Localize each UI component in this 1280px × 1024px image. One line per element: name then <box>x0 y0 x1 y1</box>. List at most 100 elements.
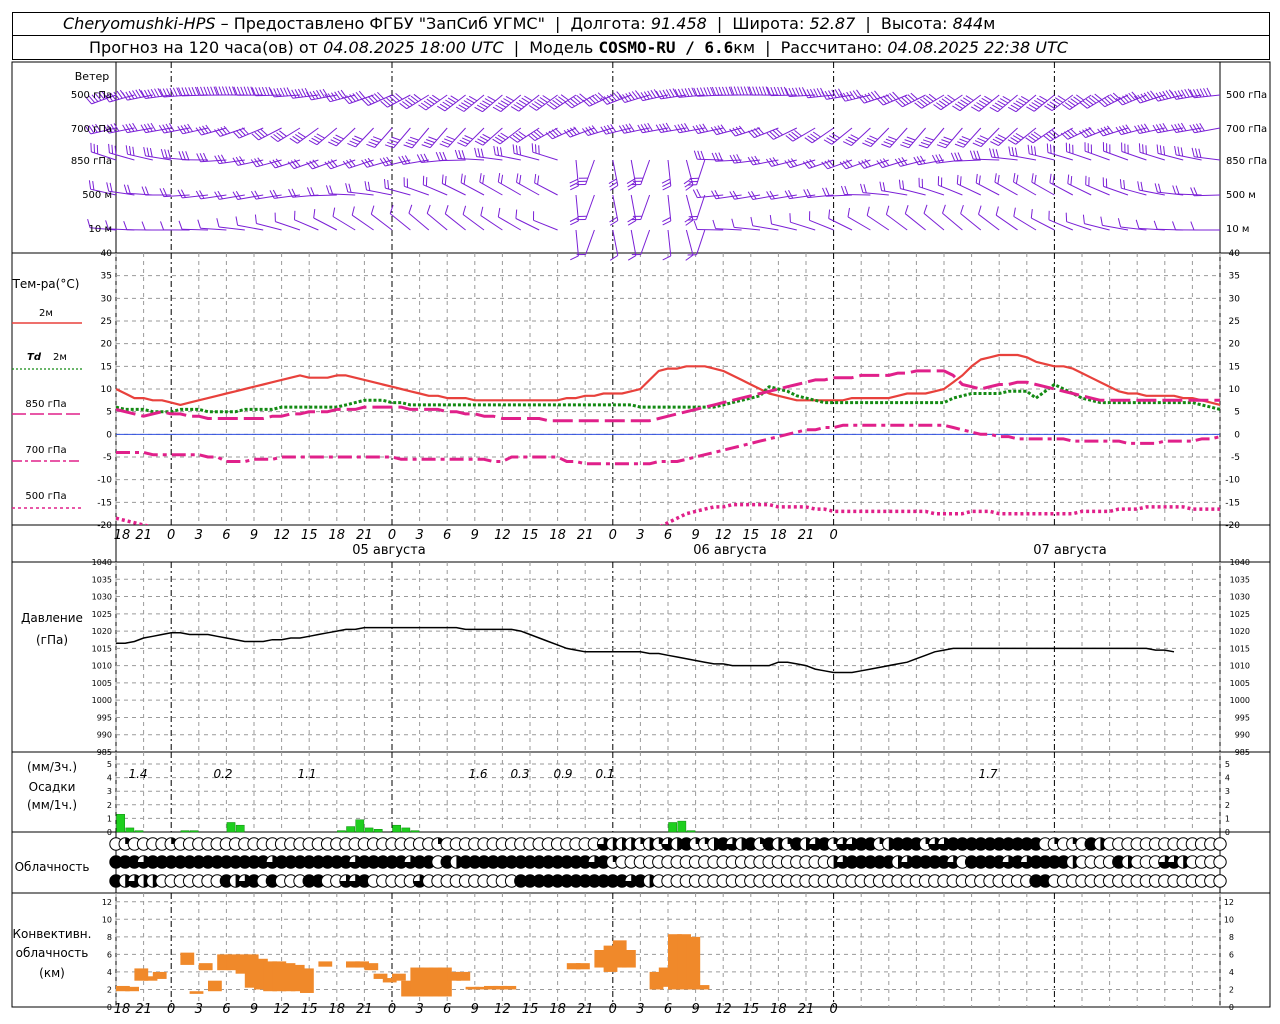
cloud-symbol <box>238 855 252 869</box>
wind-barb-feather <box>395 93 403 100</box>
wind-barb <box>840 185 871 196</box>
wind-barb-feather <box>794 130 802 137</box>
precip-tick-left: 2 <box>107 801 112 810</box>
cloud-symbol <box>624 874 638 888</box>
wind-barb-staff <box>667 229 672 256</box>
cloud-fill <box>910 837 923 851</box>
wind-barb <box>1062 94 1092 111</box>
wind-barb-staff <box>90 227 117 231</box>
wind-barb <box>661 159 672 191</box>
temp-tick-left: 25 <box>101 317 112 327</box>
wind-barb-feather <box>876 98 884 106</box>
wind-barb-feather <box>1146 91 1154 100</box>
cloud-symbol <box>550 874 565 888</box>
wind-barb <box>608 159 619 191</box>
wind-barb-feather <box>898 98 906 106</box>
wind-barb-feather <box>128 90 135 100</box>
cloud-symbol <box>1038 855 1052 869</box>
wind-barb-staff <box>660 127 687 133</box>
wind-barb-feather <box>1180 147 1184 157</box>
wind-barb-staff <box>900 159 926 167</box>
wind-barb-feather <box>754 128 761 136</box>
wind-barb <box>1170 88 1202 100</box>
wind-barb-feather <box>310 187 315 196</box>
wind-barb-feather <box>364 97 372 105</box>
legend-t2m: 2м <box>39 308 53 319</box>
wind-barb-feather <box>138 88 145 98</box>
wind-barb <box>952 94 982 112</box>
wind-barb <box>1007 94 1037 113</box>
precip-bar <box>226 822 236 833</box>
wind-barb <box>1119 179 1147 196</box>
wind-barb-feather <box>706 87 712 96</box>
wind-barb-feather <box>992 138 1002 144</box>
wind-barb-feather <box>497 134 506 141</box>
cloud-fill <box>993 837 1006 851</box>
wind-barb-feather <box>788 133 797 140</box>
wind-barb <box>480 206 503 231</box>
wind-barb-feather <box>1145 145 1147 155</box>
wind-barb <box>990 127 1018 147</box>
wind-barb-staff <box>480 215 503 231</box>
t850-line <box>116 369 1220 423</box>
wind-barb-staff <box>1048 219 1073 231</box>
hour-tick-label: 21 <box>798 528 815 543</box>
wind-barb-staff <box>667 194 672 221</box>
cloud-symbol <box>596 837 611 851</box>
wind-barb-feather <box>943 136 953 141</box>
wind-barb-feather <box>377 91 385 100</box>
wind-barb-feather <box>1109 94 1118 101</box>
cloud-fill <box>1167 855 1181 869</box>
wind-barb <box>250 190 282 200</box>
wind-barb-feather <box>600 97 608 105</box>
wind-barb-feather <box>585 98 593 106</box>
hour-tick-label: 0 <box>167 1002 175 1017</box>
wind-barb-feather <box>785 88 790 97</box>
cloud-symbol <box>1213 837 1227 851</box>
wind-barb-feather <box>352 93 359 101</box>
wind-barb-feather <box>1033 131 1042 138</box>
wind-barb <box>177 189 209 199</box>
cloud-fill <box>965 855 978 869</box>
cloud-fill <box>588 874 601 888</box>
wind-barb <box>178 151 209 161</box>
wind-barb-feather <box>482 174 485 184</box>
wind-barb-feather <box>570 98 579 105</box>
wind-barb-feather <box>684 123 690 132</box>
forecast-bar: Прогноз на 120 часа(ов) от 04.08.2025 18… <box>12 35 1270 60</box>
wind-barb-staff <box>164 127 190 134</box>
wind-barb-feather <box>392 94 400 102</box>
wind-barb-feather <box>423 153 429 163</box>
cloud-fill <box>174 855 187 869</box>
wind-barb-feather <box>570 185 579 191</box>
wind-barb-feather <box>737 86 742 96</box>
wind-barb-feather <box>866 137 876 143</box>
wind-barb-feather <box>731 218 735 228</box>
wind-barb-feather <box>268 86 273 96</box>
wind-barb-feather <box>198 126 206 135</box>
wind-barb-staff <box>411 127 430 149</box>
wind-barb-feather <box>125 91 132 100</box>
wind-barb-staff <box>1085 184 1110 196</box>
cloud-fill <box>165 855 178 869</box>
wind-barb <box>900 127 926 149</box>
wind-barb <box>994 173 1018 196</box>
wind-barb-feather <box>1158 183 1162 193</box>
wind-level-right: 500 гПа <box>1226 90 1267 101</box>
cloud-fill <box>901 837 914 851</box>
wind-barb-feather <box>493 145 496 155</box>
wind-barb <box>975 173 1000 196</box>
wind-barb-staff <box>366 189 393 196</box>
wind-barb-staff <box>1139 151 1165 161</box>
temp-tick-left: 30 <box>101 294 113 304</box>
cloud-fill <box>928 837 941 851</box>
cloud-symbol <box>918 837 933 851</box>
precip-bar <box>677 820 687 833</box>
wind-barb <box>747 155 779 166</box>
cloud-fill <box>275 855 288 869</box>
wind-barb <box>1100 216 1129 231</box>
wind-barb-feather <box>777 86 782 96</box>
wind-barb-feather <box>160 221 165 231</box>
wind-barb-feather <box>563 129 571 138</box>
wind-barb-feather <box>804 137 813 144</box>
